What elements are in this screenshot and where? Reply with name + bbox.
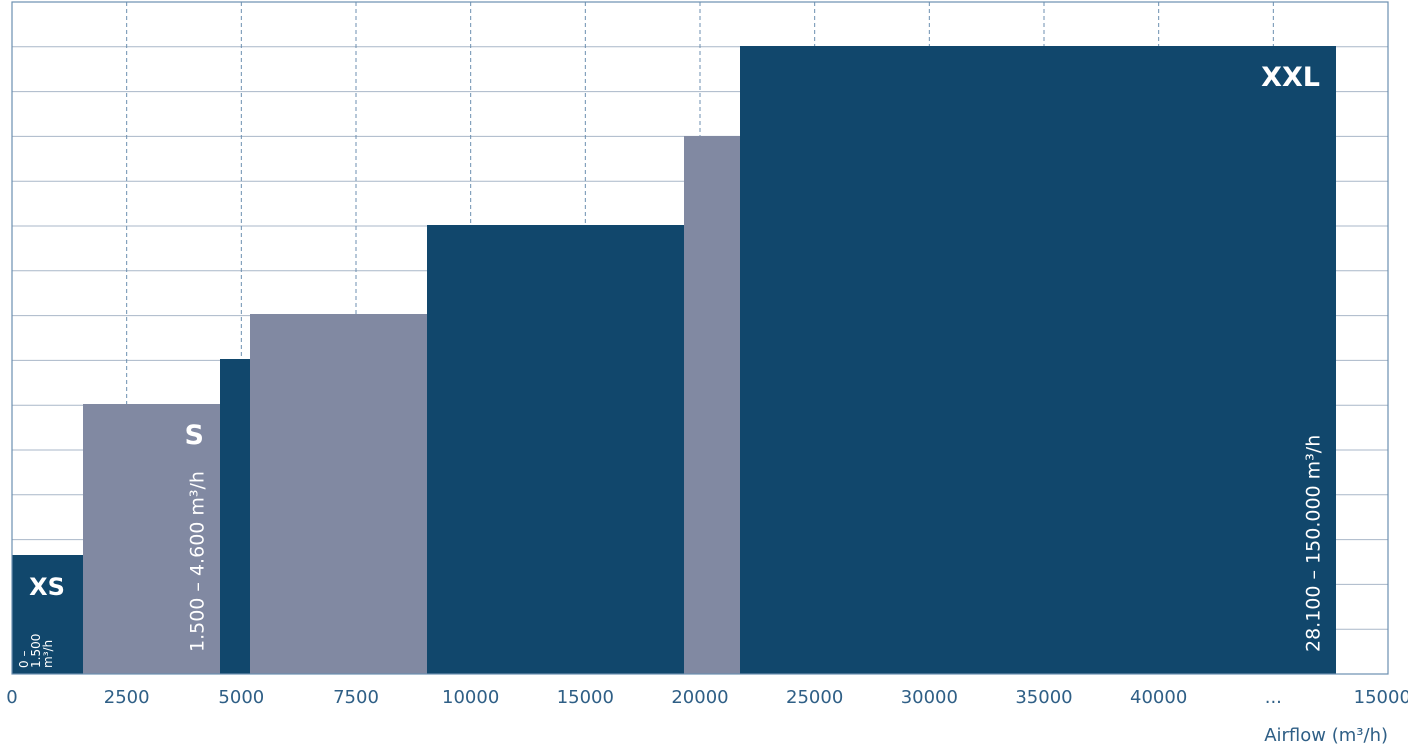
bars: XS0 –1.500m³/hS1.500 – 4.600 m³/hM4.600 … [12,46,1336,674]
bar-size-label: XXL [1261,62,1320,93]
bar-size-label: XS [29,573,65,601]
x-tick-label: 35000 [1015,687,1072,708]
x-tick-label: 15000 [557,687,614,708]
bar-rect [740,46,1336,674]
plot-frame [11,1,1389,675]
x-tick-label: 2500 [104,687,150,708]
x-tick-label: 5000 [218,687,264,708]
x-tick-label: 150000 [1354,687,1408,708]
x-tick-label: ... [1265,687,1282,708]
bar-range-label: 1.500 – 4.600 m³/h [187,471,209,652]
bar-rect [12,555,83,674]
bar-range-label: 28.100 – 150.000 m³/h [1303,435,1325,652]
bar-rect [83,404,220,674]
bar-xs: XS 0 –1.500m³/h [12,555,83,674]
x-tick-label: 40000 [1130,687,1187,708]
x-axis-label: Airflow (m³/h) [1264,725,1388,746]
bar-range-label: 0 –1.500m³/h [17,634,55,668]
bar-s: S 1.500 – 4.600 m³/h [83,404,220,674]
x-tick-label: 10000 [442,687,499,708]
x-tick-label: 7500 [333,687,379,708]
x-tick-label: 0 [6,687,17,708]
x-tick-label: 20000 [671,687,728,708]
bar-size-label: S [185,420,204,451]
x-tick-label: 30000 [901,687,958,708]
bar-xxl: XXL 28.100 – 150.000 m³/h [740,46,1336,674]
x-tick-label: 25000 [786,687,843,708]
x-axis-ticks: 0 2500 5000 7500 10000 15000 20000 25000 30000 35… [6,687,1408,708]
